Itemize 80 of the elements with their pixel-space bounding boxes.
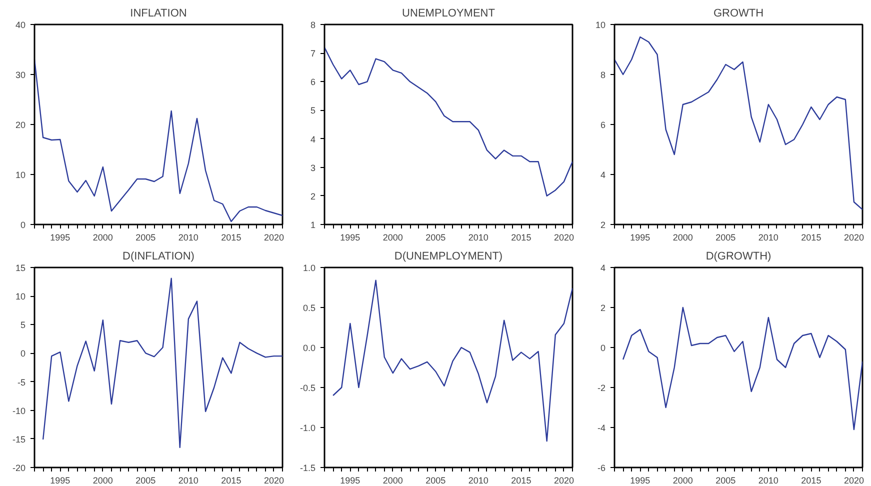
x-tick-label: 2015 (221, 476, 242, 486)
x-tick-label: 2005 (136, 476, 156, 486)
y-tick-label: 2 (600, 303, 606, 313)
y-tick-label: -2 (598, 383, 606, 393)
y-tick-label: -0.5 (300, 383, 316, 393)
x-tick-label: 2015 (511, 232, 532, 242)
y-tick-label: -4 (598, 423, 606, 433)
y-tick-label: -1.5 (300, 463, 316, 473)
x-tick-label: 2015 (801, 232, 822, 242)
y-tick-label: 0 (20, 348, 26, 359)
x-tick-label: 2020 (264, 232, 284, 242)
y-tick-label: 20 (15, 120, 26, 130)
y-tick-label: 15 (15, 263, 26, 273)
x-tick-label: 2015 (511, 476, 532, 486)
y-tick-label: 8 (310, 20, 316, 30)
x-tick-label: 2000 (92, 232, 113, 242)
x-tick-label: 1995 (50, 232, 70, 242)
y-tick-label: -20 (12, 463, 26, 473)
x-tick-label: 1995 (50, 476, 70, 486)
chart-title: D(UNEMPLOYMENT) (394, 250, 503, 262)
chart-title: D(GROWTH) (706, 250, 772, 262)
y-tick-label: 1.0 (302, 263, 316, 273)
x-tick-label: 2000 (382, 232, 403, 242)
y-tick-label: -5 (18, 377, 26, 388)
y-tick-label: 6 (310, 77, 316, 88)
x-tick-label: 2000 (382, 476, 403, 486)
y-tick-label: 10 (15, 292, 26, 302)
y-tick-label: 10 (15, 170, 26, 180)
x-tick-label: 2005 (716, 476, 736, 486)
x-tick-label: 2005 (426, 476, 446, 486)
x-tick-label: 2015 (801, 476, 822, 486)
x-tick-label: 2020 (554, 232, 574, 242)
chart-title: GROWTH (713, 8, 764, 20)
x-tick-label: 2010 (758, 476, 778, 486)
y-tick-label: 5 (20, 320, 26, 330)
chart-title: D(INFLATION) (122, 250, 194, 262)
y-tick-label: 0.5 (302, 303, 316, 313)
x-tick-label: 2005 (426, 232, 446, 242)
y-tick-label: -6 (598, 463, 606, 473)
y-tick-label: -15 (12, 434, 26, 444)
x-tick-label: 2010 (178, 232, 198, 242)
x-tick-label: 2010 (178, 476, 198, 486)
y-tick-label: 0.0 (302, 343, 316, 353)
x-tick-label: 2010 (468, 476, 488, 486)
x-tick-label: 1995 (630, 476, 650, 486)
x-tick-label: 2000 (672, 476, 693, 486)
x-tick-label: 2020 (264, 476, 284, 486)
x-tick-label: 2000 (672, 232, 693, 242)
y-tick-label: 6 (600, 120, 606, 130)
chart-title: INFLATION (130, 8, 187, 20)
x-tick-label: 1995 (340, 476, 360, 486)
x-tick-label: 2020 (844, 476, 864, 486)
x-tick-label: 2020 (844, 232, 864, 242)
x-tick-label: 2005 (136, 232, 156, 242)
y-tick-label: 30 (15, 70, 26, 80)
y-tick-label: 4 (310, 134, 316, 144)
y-tick-label: 1 (310, 220, 316, 230)
y-tick-label: 0 (600, 343, 606, 353)
x-tick-label: 2010 (758, 232, 778, 242)
x-tick-label: 2010 (468, 232, 488, 242)
x-tick-label: 2000 (92, 476, 113, 486)
y-tick-label: -10 (12, 406, 26, 416)
y-tick-label: 5 (310, 106, 316, 116)
y-tick-label: 7 (310, 48, 316, 59)
x-tick-label: 2005 (716, 232, 736, 242)
y-tick-label: 0 (20, 220, 26, 230)
y-tick-label: 2 (310, 191, 316, 202)
x-tick-label: 1995 (340, 232, 360, 242)
y-tick-label: 2 (600, 220, 606, 230)
y-tick-label: 4 (600, 170, 606, 180)
x-tick-label: 1995 (630, 232, 650, 242)
y-tick-label: -1.0 (300, 423, 316, 433)
y-tick-label: 8 (600, 70, 606, 80)
y-tick-label: 10 (595, 20, 606, 30)
y-tick-label: 4 (600, 263, 606, 273)
chart-title: UNEMPLOYMENT (402, 8, 496, 20)
y-tick-label: 40 (15, 20, 26, 30)
x-tick-label: 2015 (221, 232, 242, 242)
x-tick-label: 2020 (554, 476, 574, 486)
y-tick-label: 3 (310, 162, 316, 173)
